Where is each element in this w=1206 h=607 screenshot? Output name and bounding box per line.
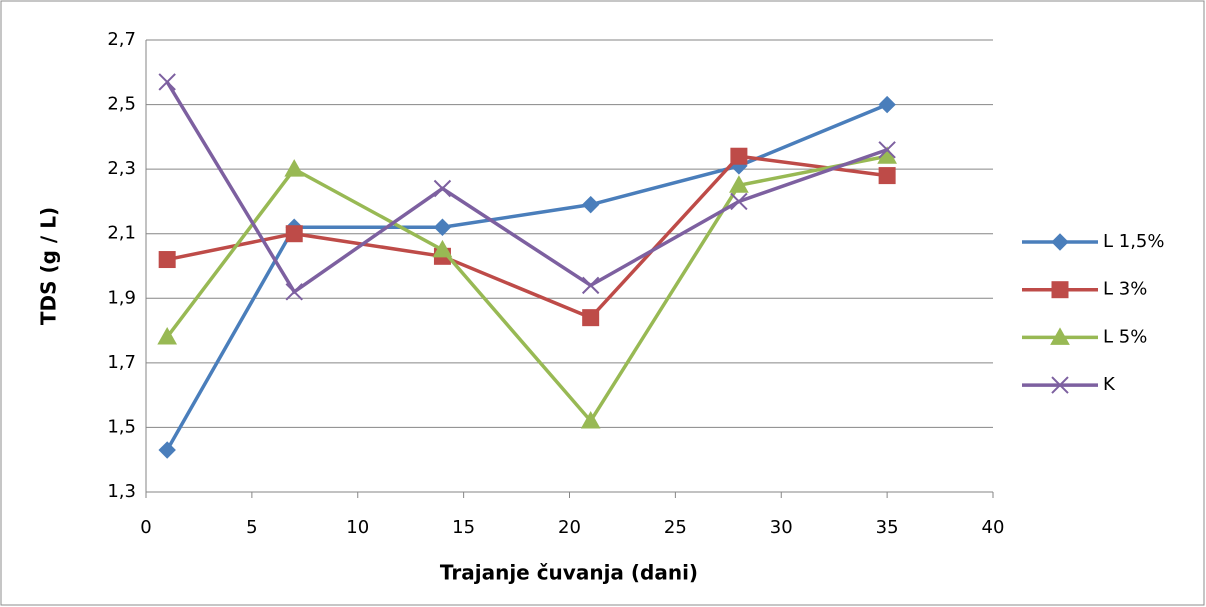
marker: [581, 276, 600, 295]
x-tick-label: 10: [346, 517, 369, 538]
marker: [433, 179, 452, 198]
marker: [730, 147, 748, 165]
marker: [158, 251, 176, 269]
x-tick-label: 40: [982, 517, 1005, 538]
marker: [158, 73, 176, 91]
x-tick-label: 25: [664, 517, 687, 538]
series-line: [165, 81, 888, 295]
x-tick-label: 5: [246, 517, 257, 538]
marker: [580, 410, 601, 429]
marker: [729, 175, 749, 193]
marker: [878, 141, 896, 159]
x-tick-label: 15: [452, 517, 475, 538]
y-tick-label: 2,3: [107, 158, 136, 179]
marker: [285, 225, 303, 243]
y-tick-label: 1,7: [107, 352, 136, 373]
marker: [284, 159, 305, 177]
legend-label: L 1,5%: [1103, 231, 1164, 252]
y-tick-label: 1,5: [107, 416, 136, 437]
marker: [158, 441, 176, 459]
legend-label: K: [1103, 374, 1116, 395]
x-tick-label: 20: [558, 517, 581, 538]
y-tick-label: 1,9: [107, 287, 136, 308]
x-axis-label: Trajanje čuvanja (dani): [440, 561, 698, 585]
legend-label: L 5%: [1103, 326, 1147, 347]
x-tick-label: 0: [140, 517, 151, 538]
marker: [730, 192, 748, 211]
marker: [1050, 327, 1070, 345]
marker: [878, 167, 896, 185]
series-line: [166, 154, 888, 320]
marker: [433, 218, 452, 236]
y-tick-label: 2,1: [107, 223, 136, 244]
marker: [285, 283, 303, 301]
y-tick-label: 1,3: [107, 481, 136, 502]
marker: [878, 95, 896, 114]
marker: [1051, 233, 1069, 251]
y-tick-label: 2,5: [107, 94, 136, 115]
marker: [1051, 376, 1069, 394]
y-axis-label: TDS (g / L): [37, 207, 61, 325]
marker: [1051, 281, 1069, 299]
marker: [157, 327, 178, 345]
marker: [582, 309, 600, 327]
series-line: [165, 102, 888, 451]
legend-label: L 3%: [1103, 279, 1147, 300]
x-tick-label: 35: [876, 517, 899, 538]
series-line: [165, 154, 888, 424]
marker: [581, 195, 600, 214]
y-tick-label: 2,7: [107, 29, 136, 50]
marker: [432, 239, 453, 258]
x-tick-label: 30: [770, 517, 793, 538]
